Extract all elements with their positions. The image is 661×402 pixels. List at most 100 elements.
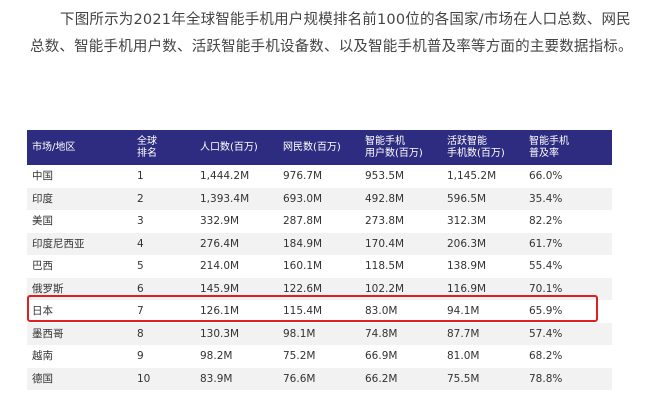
table-cell: 66.9M: [365, 350, 398, 363]
table-cell: 98.2M: [200, 350, 233, 363]
highlight-box: [27, 295, 598, 322]
table-cell: 102.2M: [365, 282, 405, 295]
table-cell: 953.5M: [365, 170, 405, 183]
header-text: 普及率: [529, 147, 559, 159]
table-cell: 5: [137, 260, 144, 273]
table-cell: 75.2M: [283, 350, 316, 363]
table-cell: 81.0M: [447, 350, 480, 363]
table-row: 日本 7 126.1M 115.4M 83.0M 94.1M 65.9%: [27, 300, 612, 323]
table-cell: 2: [137, 192, 144, 205]
table-cell: 82.2%: [529, 215, 563, 228]
table-cell: 145.9M: [200, 282, 240, 295]
table-row: 印度尼西亚 4 276.4M 184.9M 170.4M 206.3M 61.7%: [27, 232, 612, 255]
table-cell: 276.4M: [200, 237, 240, 250]
table-cell: 1,393.4M: [200, 192, 250, 205]
table-row: 巴西 5 214.0M 160.1M 118.5M 138.9M 55.4%: [27, 255, 612, 278]
table-cell: 1: [137, 170, 144, 183]
table-cell: 美国: [32, 215, 53, 228]
table-cell: 287.8M: [283, 215, 323, 228]
header-text: 智能手机: [529, 135, 569, 147]
table-cell: 273.8M: [365, 215, 405, 228]
table-cell: 83.9M: [200, 372, 233, 385]
table-cell: 61.7%: [529, 237, 563, 250]
paragraph-line: 总数、智能手机用户数、活跃智能手机设备数、以及智能手机普及率等方面的主要数据指标…: [30, 39, 633, 55]
header-cell: 全球 排名: [137, 130, 157, 165]
header-cell: 智能手机 用户数(百万): [365, 130, 423, 165]
table-cell: 德国: [32, 372, 53, 385]
table-cell: 170.4M: [365, 237, 405, 250]
table-cell: 693.0M: [283, 192, 323, 205]
table-cell: 印度: [32, 192, 53, 205]
table-cell: 130.3M: [200, 327, 240, 340]
table-row: 墨西哥 8 130.3M 98.1M 74.8M 87.7M 57.4%: [27, 322, 612, 345]
table-cell: 332.9M: [200, 215, 240, 228]
table-cell: 8: [137, 327, 144, 340]
table-cell: 116.9M: [447, 282, 487, 295]
table-cell: 596.5M: [447, 192, 487, 205]
table-cell: 98.1M: [283, 327, 316, 340]
table-cell: 55.4%: [529, 260, 563, 273]
table-cell: 76.6M: [283, 372, 316, 385]
header-cell: 人口数(百万): [200, 130, 258, 165]
table-cell: 75.5M: [447, 372, 480, 385]
table-cell: 492.8M: [365, 192, 405, 205]
data-table: 市场/地区 全球 排名 人口数(百万) 网民数(百万) 智能手机 用户数(百万) 活跃智能 手机…: [27, 130, 612, 390]
table-cell: 1,444.2M: [200, 170, 250, 183]
table-cell: 印度尼西亚: [32, 237, 85, 250]
table-cell: 184.9M: [283, 237, 323, 250]
table-row: 越南 9 98.2M 75.2M 66.9M 81.0M 68.2%: [27, 345, 612, 368]
table-cell: 160.1M: [283, 260, 323, 273]
table-row: 美国 3 332.9M 287.8M 273.8M 312.3M 82.2%: [27, 210, 612, 233]
header-text: 市场/地区: [32, 141, 76, 153]
table-cell: 68.2%: [529, 350, 563, 363]
table-cell: 214.0M: [200, 260, 240, 273]
header-text: 排名: [137, 147, 157, 159]
table-cell: 日本: [32, 305, 53, 318]
table-cell: 66.2M: [365, 372, 398, 385]
table-cell: 74.8M: [365, 327, 398, 340]
header-text: 网民数(百万): [283, 141, 341, 153]
table-cell: 6: [137, 282, 144, 295]
paragraph-line: 下图所示为2021年全球智能手机用户规模排名前100位的各国家/市场在人口总数、…: [60, 12, 631, 28]
header-text: 全球: [137, 135, 157, 147]
table-cell: 206.3M: [447, 237, 487, 250]
table-cell: 87.7M: [447, 327, 480, 340]
table-cell: 越南: [32, 350, 53, 363]
header-text: 用户数(百万): [365, 147, 423, 159]
table-cell: 4: [137, 237, 144, 250]
table-cell: 1,145.2M: [447, 170, 497, 183]
table-cell: 312.3M: [447, 215, 487, 228]
table-row: 中国 1 1,444.2M 976.7M 953.5M 1,145.2M 66.0%: [27, 165, 612, 188]
header-text: 手机数(百万): [447, 147, 505, 159]
header-text: 智能手机: [365, 135, 405, 147]
table-cell: 9: [137, 350, 144, 363]
table-row: 印度 2 1,393.4M 693.0M 492.8M 596.5M 35.4%: [27, 187, 612, 210]
table-cell: 976.7M: [283, 170, 323, 183]
header-text: 人口数(百万): [200, 141, 258, 153]
table-cell: 35.4%: [529, 192, 563, 205]
header-cell: 智能手机 普及率: [529, 130, 569, 165]
table-cell: 10: [137, 372, 151, 385]
table-cell: 中国: [32, 170, 53, 183]
table-cell: 118.5M: [365, 260, 405, 273]
header-text: 活跃智能: [447, 135, 487, 147]
table-cell: 122.6M: [283, 282, 323, 295]
table-cell: 57.4%: [529, 327, 563, 340]
header-cell: 市场/地区: [32, 130, 75, 165]
table-cell: 138.9M: [447, 260, 487, 273]
table-cell: 115.4M: [283, 305, 323, 318]
table-cell: 126.1M: [200, 305, 240, 318]
header-cell: 网民数(百万): [283, 130, 341, 165]
table-cell: 78.8%: [529, 372, 563, 385]
table-cell: 墨西哥: [32, 327, 64, 340]
table-cell: 巴西: [32, 260, 53, 273]
table-cell: 俄罗斯: [32, 282, 64, 295]
table-header: 市场/地区 全球 排名 人口数(百万) 网民数(百万) 智能手机 用户数(百万) 活跃智能 手机…: [27, 130, 612, 165]
table-cell: 7: [137, 305, 144, 318]
table-cell: 70.1%: [529, 282, 563, 295]
table-cell: 66.0%: [529, 170, 563, 183]
table-cell: 94.1M: [447, 305, 480, 318]
table-row: 德国 10 83.9M 76.6M 66.2M 75.5M 78.8%: [27, 367, 612, 390]
table-cell: 83.0M: [365, 305, 398, 318]
